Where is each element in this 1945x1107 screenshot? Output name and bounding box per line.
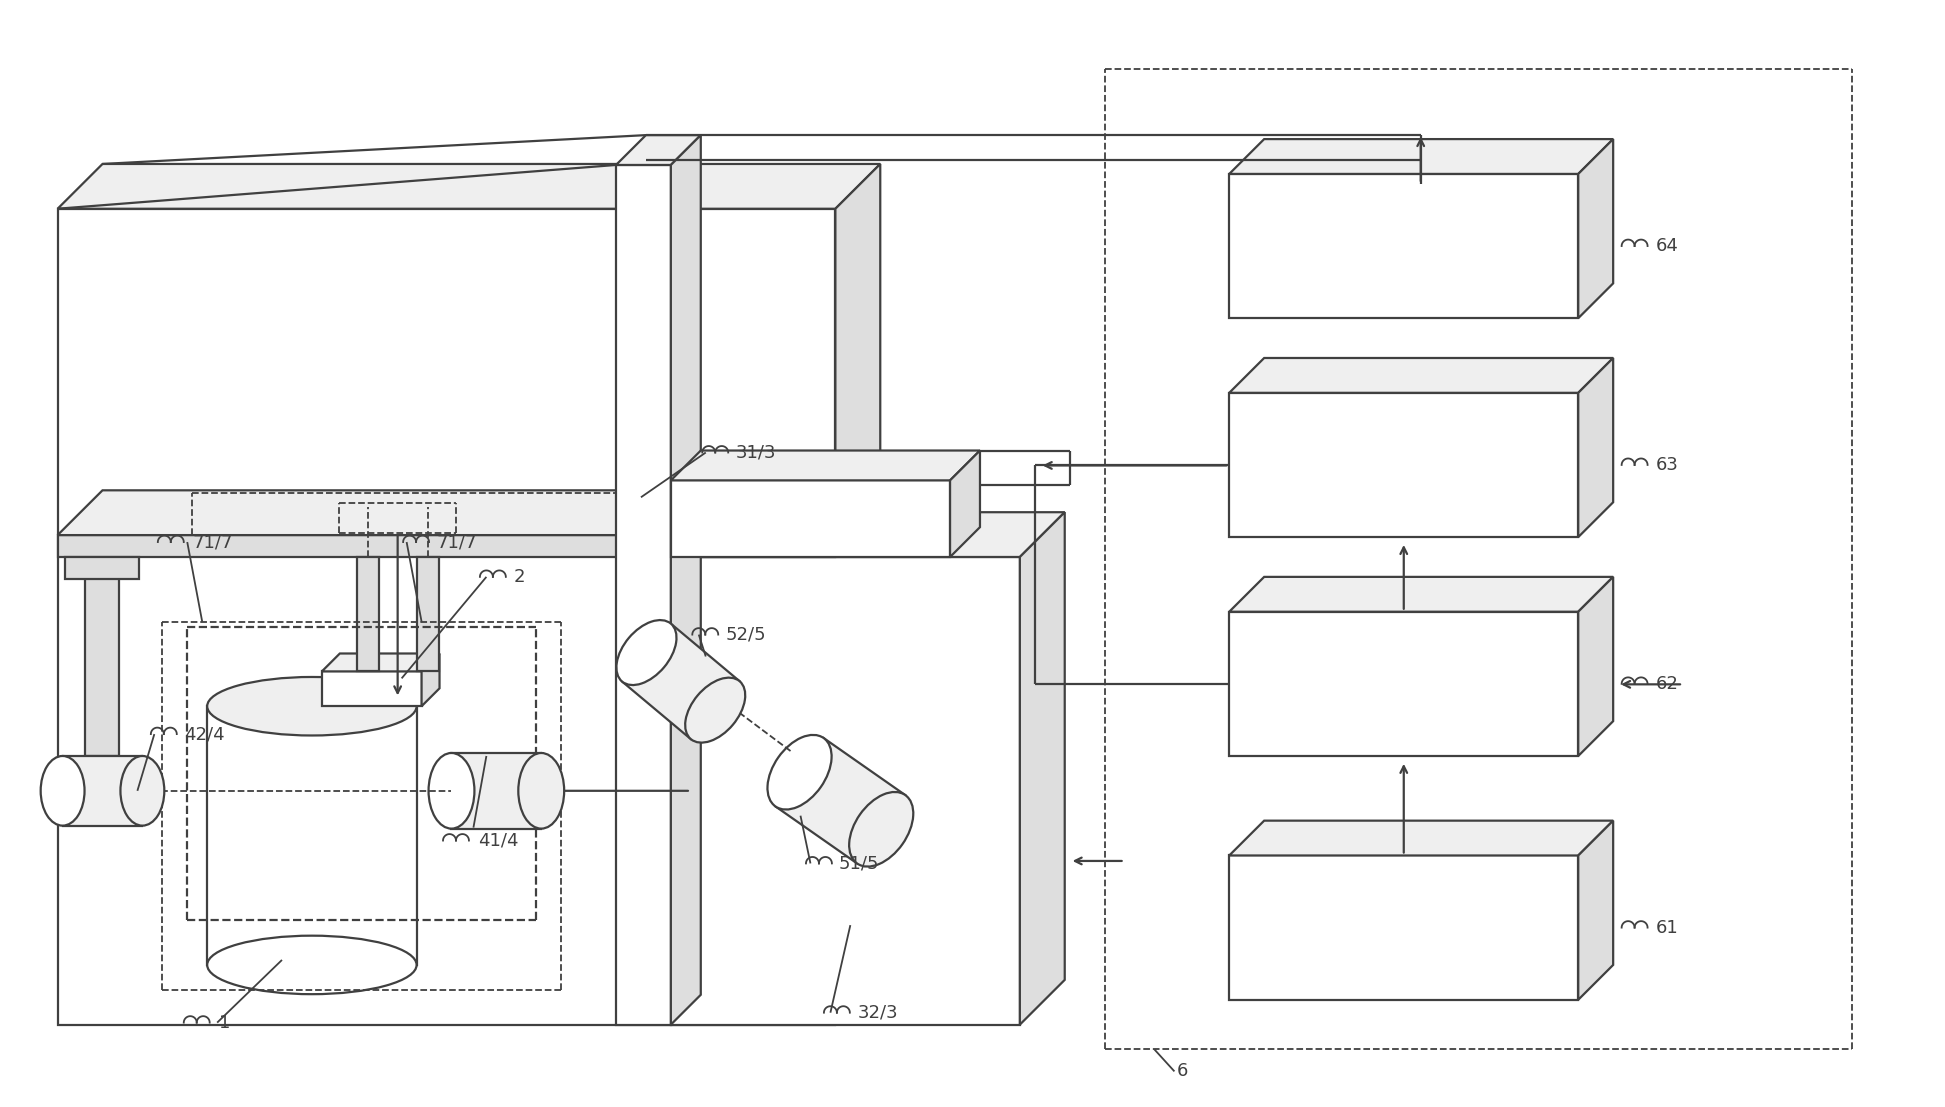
Ellipse shape: [428, 753, 475, 829]
Text: 61: 61: [1655, 919, 1679, 937]
Polygon shape: [836, 164, 881, 1025]
Polygon shape: [949, 451, 980, 557]
Bar: [1229, 612, 1577, 756]
Polygon shape: [58, 490, 881, 535]
Polygon shape: [62, 756, 142, 826]
Polygon shape: [1229, 577, 1612, 612]
Polygon shape: [1577, 139, 1612, 318]
Polygon shape: [671, 135, 700, 1025]
Polygon shape: [422, 653, 440, 706]
Polygon shape: [1577, 358, 1612, 537]
Text: 1: 1: [220, 1014, 231, 1032]
Polygon shape: [451, 753, 541, 829]
Ellipse shape: [685, 677, 745, 743]
Text: 31/3: 31/3: [735, 444, 776, 462]
Polygon shape: [671, 513, 1064, 557]
Bar: [416, 557, 438, 672]
Text: 52/5: 52/5: [725, 625, 766, 643]
Bar: [671, 480, 949, 557]
Ellipse shape: [208, 935, 416, 994]
Text: 63: 63: [1655, 456, 1679, 474]
Bar: [58, 535, 836, 557]
Ellipse shape: [850, 792, 914, 867]
Bar: [671, 557, 1019, 1025]
Polygon shape: [622, 623, 739, 739]
Polygon shape: [1019, 513, 1064, 1025]
Ellipse shape: [41, 756, 84, 826]
Text: 42/4: 42/4: [185, 725, 226, 743]
Ellipse shape: [617, 620, 677, 685]
Text: 32/3: 32/3: [858, 1004, 899, 1022]
Polygon shape: [1577, 820, 1612, 1000]
Bar: [58, 209, 836, 1025]
Bar: [1229, 174, 1577, 318]
Bar: [1229, 393, 1577, 537]
Ellipse shape: [121, 756, 163, 826]
Text: 71/7: 71/7: [193, 534, 233, 551]
Polygon shape: [1229, 820, 1612, 856]
Text: 41/4: 41/4: [478, 831, 519, 849]
Text: 51/5: 51/5: [838, 855, 879, 872]
Bar: [321, 672, 422, 706]
Ellipse shape: [208, 677, 416, 735]
Polygon shape: [321, 653, 440, 672]
Polygon shape: [1229, 139, 1612, 174]
Polygon shape: [58, 164, 881, 209]
Text: 62: 62: [1655, 675, 1679, 693]
Ellipse shape: [517, 753, 564, 829]
Polygon shape: [617, 135, 700, 165]
Bar: [64, 557, 140, 579]
Bar: [617, 165, 671, 1025]
Text: 64: 64: [1655, 237, 1679, 255]
Bar: [1229, 856, 1577, 1000]
Polygon shape: [1577, 577, 1612, 756]
Polygon shape: [836, 490, 881, 557]
Ellipse shape: [768, 735, 832, 809]
Text: 6: 6: [1177, 1063, 1188, 1080]
Polygon shape: [1229, 358, 1612, 393]
Bar: [356, 557, 379, 672]
Text: 2: 2: [513, 568, 525, 586]
Text: 71/7: 71/7: [436, 534, 477, 551]
Bar: [208, 706, 416, 965]
Bar: [84, 577, 119, 756]
Polygon shape: [671, 451, 980, 480]
Polygon shape: [776, 738, 904, 863]
